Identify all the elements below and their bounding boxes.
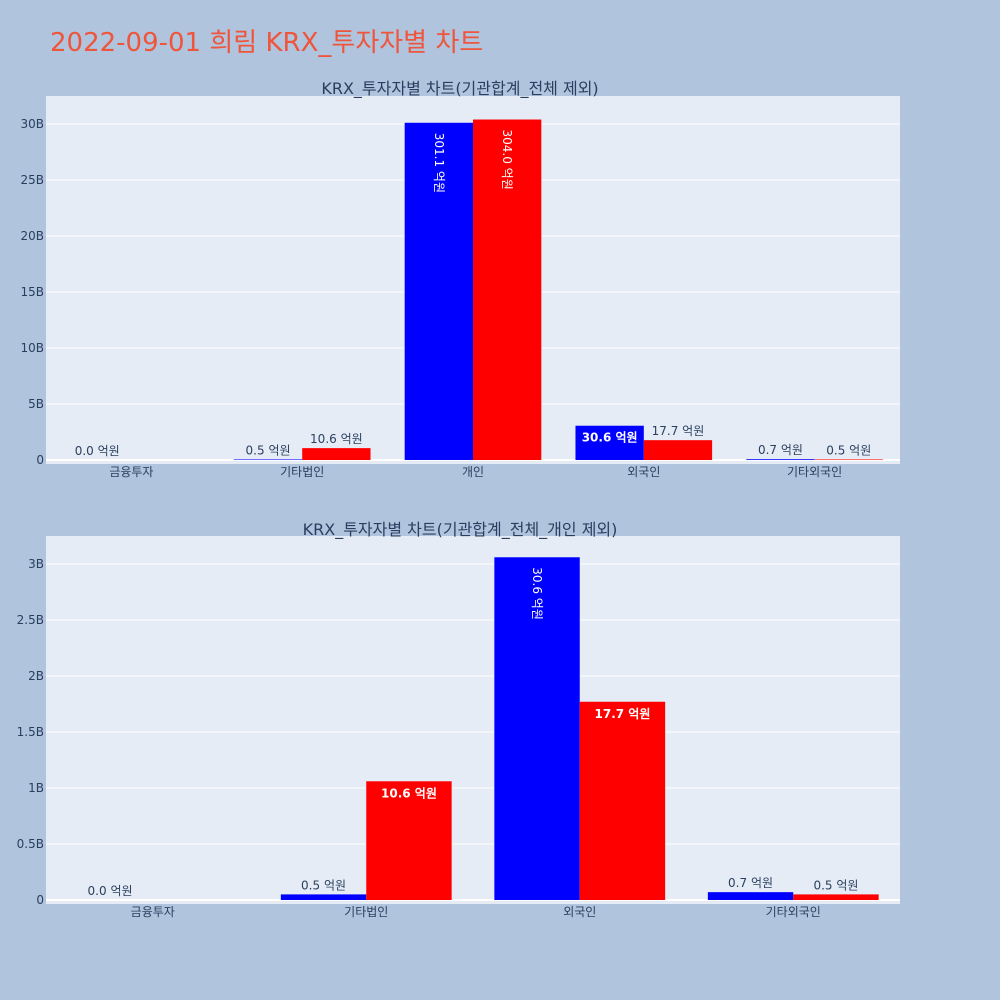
data-label: 0.7 억원 xyxy=(758,443,803,457)
data-label: 0.5 억원 xyxy=(246,443,291,457)
x-tick-label: 외국인 xyxy=(563,905,596,919)
investor-chart-all: 0 5B 10B 15B 20B 25B 30B KRX_투자자별 차트(기관합계_전체 제외… xyxy=(20,79,900,479)
data-label: 10.6 억원 xyxy=(310,432,363,446)
data-label: 0.5 억원 xyxy=(813,878,858,892)
data-label: 10.6 억원 xyxy=(381,786,437,800)
bar xyxy=(707,892,794,900)
y-tick-label: 15B xyxy=(20,285,44,299)
bar xyxy=(643,440,713,460)
chart-title: KRX_투자자별 차트(기관합계_전체 제외) xyxy=(321,79,598,99)
data-label: 304.0 억원 xyxy=(500,130,514,190)
data-label: 17.7 억원 xyxy=(652,424,705,438)
y-tick-label: 1B xyxy=(28,781,44,795)
bar xyxy=(473,119,542,461)
bar xyxy=(814,459,883,460)
bar xyxy=(404,122,473,460)
bar xyxy=(579,701,666,900)
y-tick-label: 5B xyxy=(28,397,44,411)
x-tick-label: 기타법인 xyxy=(344,905,388,919)
bar xyxy=(233,459,303,460)
y-tick-label: 25B xyxy=(20,173,44,187)
y-tick-label: 10B xyxy=(20,341,44,355)
data-label: 0.5 억원 xyxy=(826,443,871,457)
y-tick-label: 0 xyxy=(36,893,44,907)
bar xyxy=(494,557,580,900)
x-tick-label: 기타외국인 xyxy=(787,465,842,479)
y-tick-label: 20B xyxy=(20,229,44,243)
bar xyxy=(302,448,371,460)
data-label: 0.7 억원 xyxy=(728,876,773,890)
y-tick-label: 0.5B xyxy=(17,837,44,851)
y-tick-label: 1.5B xyxy=(17,725,44,739)
y-tick-label: 3B xyxy=(28,557,44,571)
bar xyxy=(366,781,452,900)
bar xyxy=(280,894,367,900)
x-tick-label: 기타법인 xyxy=(280,465,324,479)
plot-area xyxy=(46,536,900,904)
data-label: 0.0 억원 xyxy=(88,884,133,898)
data-label: 17.7 억원 xyxy=(595,707,651,721)
x-tick-label: 금융투자 xyxy=(109,465,153,479)
bar xyxy=(575,425,644,460)
data-label: 30.6 억원 xyxy=(530,567,544,620)
data-label: 30.6 억원 xyxy=(582,431,638,445)
bar xyxy=(793,894,879,900)
page-title: 2022-09-01 희림 KRX_투자자별 차트 xyxy=(50,28,484,58)
x-tick-label: 외국인 xyxy=(627,465,660,479)
x-tick-label: 기타외국인 xyxy=(766,905,821,919)
y-tick-label: 0 xyxy=(36,453,44,467)
x-tick-label: 금융투자 xyxy=(131,905,175,919)
y-tick-label: 30B xyxy=(20,117,44,131)
chart-title: KRX_투자자별 차트(기관합계_전체_개인 제외) xyxy=(303,520,618,540)
x-tick-label: 개인 xyxy=(462,465,484,479)
data-label: 0.0 억원 xyxy=(75,444,120,458)
data-label: 0.5 억원 xyxy=(301,878,346,892)
data-label: 301.1 억원 xyxy=(432,133,446,193)
y-tick-label: 2B xyxy=(28,669,44,683)
bar xyxy=(746,459,815,460)
y-tick-label: 2.5B xyxy=(17,613,44,627)
